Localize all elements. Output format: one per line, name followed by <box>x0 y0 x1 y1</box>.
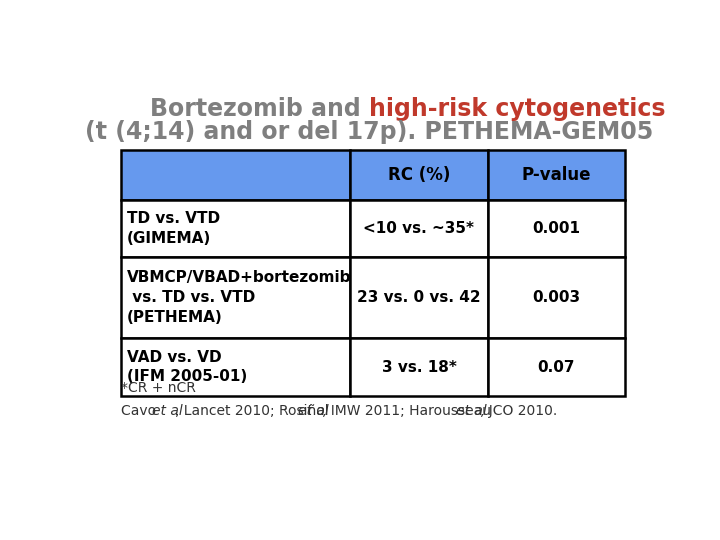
Text: 0.003: 0.003 <box>532 290 580 305</box>
Text: et al: et al <box>456 403 487 417</box>
Text: et al: et al <box>152 403 182 417</box>
Text: <10 vs. ~35*: <10 vs. ~35* <box>364 221 474 236</box>
Text: 3 vs. 18*: 3 vs. 18* <box>382 360 456 375</box>
Text: VBMCP/VBAD+bortezomib
 vs. TD vs. VTD
(PETHEMA): VBMCP/VBAD+bortezomib vs. TD vs. VTD (PE… <box>127 271 351 325</box>
Bar <box>350 200 487 257</box>
Bar <box>487 200 625 257</box>
Bar <box>487 150 625 200</box>
Text: TD vs. VTD
(GIMEMA): TD vs. VTD (GIMEMA) <box>127 211 220 246</box>
Text: RC (%): RC (%) <box>388 166 450 184</box>
Text: P-value: P-value <box>521 166 591 184</box>
Text: , Lancet 2010; Rosiñol: , Lancet 2010; Rosiñol <box>176 403 333 417</box>
Text: Bortezomib and: Bortezomib and <box>150 97 369 121</box>
Text: VAD vs. VD
(IFM 2005-01): VAD vs. VD (IFM 2005-01) <box>127 349 248 384</box>
Text: (t (4;14) and or del 17p). PETHEMA-GEM05: (t (4;14) and or del 17p). PETHEMA-GEM05 <box>85 120 653 144</box>
Bar <box>121 200 350 257</box>
Text: 23 vs. 0 vs. 42: 23 vs. 0 vs. 42 <box>357 290 481 305</box>
Text: , IMW 2011; Harousseau: , IMW 2011; Harousseau <box>322 403 495 417</box>
Text: Cavo: Cavo <box>121 403 161 417</box>
Text: high-risk cytogenetics: high-risk cytogenetics <box>369 97 665 121</box>
Bar <box>487 257 625 338</box>
Text: *CR + nCR: *CR + nCR <box>121 381 196 395</box>
Bar <box>121 338 350 396</box>
Text: et al: et al <box>298 403 328 417</box>
Bar <box>121 150 350 200</box>
Text: 0.001: 0.001 <box>532 221 580 236</box>
Bar <box>350 257 487 338</box>
Bar <box>350 150 487 200</box>
Bar <box>487 338 625 396</box>
Text: , JCO 2010.: , JCO 2010. <box>480 403 557 417</box>
Bar <box>121 257 350 338</box>
Bar <box>350 338 487 396</box>
Text: 0.07: 0.07 <box>538 360 575 375</box>
